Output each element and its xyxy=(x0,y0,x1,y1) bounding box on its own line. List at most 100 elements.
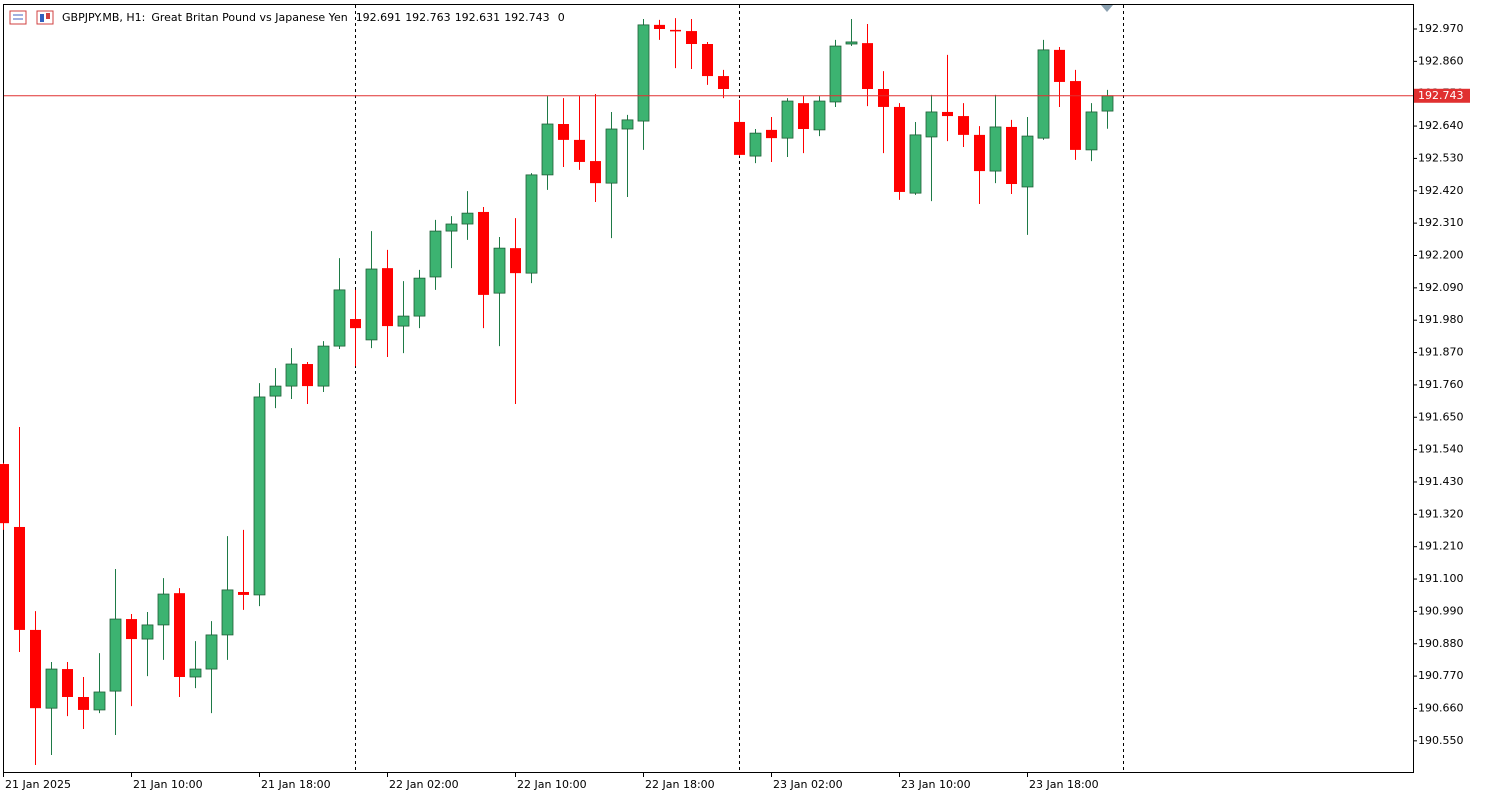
candle-body xyxy=(798,103,809,130)
plot-border xyxy=(3,4,1414,773)
candle-body xyxy=(221,589,234,636)
candle-body xyxy=(1101,95,1114,112)
shift-marker[interactable] xyxy=(1101,5,1113,12)
open-value: 192.691 xyxy=(356,11,402,24)
candle-body xyxy=(413,277,426,317)
candle-body xyxy=(45,668,58,709)
candle-body xyxy=(590,161,601,184)
candle-body xyxy=(429,230,442,278)
candle-body xyxy=(253,396,266,596)
spread: 0 xyxy=(558,11,565,24)
candle-body xyxy=(461,212,474,225)
candle-body xyxy=(302,364,313,387)
candle-body xyxy=(333,289,346,347)
y-tick-label: 191.210 xyxy=(1418,540,1464,553)
y-tick-label: 192.640 xyxy=(1418,119,1464,132)
candle-body xyxy=(637,24,650,122)
y-tick-label: 192.310 xyxy=(1418,216,1464,229)
y-tick-label: 191.540 xyxy=(1418,443,1464,456)
candle-body xyxy=(605,128,618,184)
icon[interactable] xyxy=(36,10,54,25)
candle-body xyxy=(62,669,73,697)
candle-body xyxy=(493,247,506,294)
candle-body xyxy=(14,526,25,630)
y-tick-label: 190.770 xyxy=(1418,669,1464,682)
x-tick-label: 22 Jan 18:00 xyxy=(645,778,715,791)
candle-body xyxy=(382,268,393,327)
candle-body xyxy=(238,591,249,595)
candle-body xyxy=(157,593,170,626)
y-tick-label: 192.970 xyxy=(1418,22,1464,35)
y-tick-label: 192.530 xyxy=(1418,151,1464,164)
y-tick-label: 192.860 xyxy=(1418,54,1464,67)
candle-body xyxy=(878,89,889,107)
candle-body xyxy=(510,248,521,274)
high-value: 192.763 xyxy=(405,11,451,24)
icon-bar xyxy=(46,13,50,19)
y-tick-label: 191.320 xyxy=(1418,507,1464,520)
candle-body xyxy=(654,24,665,30)
candle-body xyxy=(974,134,985,172)
icon[interactable] xyxy=(9,10,27,25)
candle-body xyxy=(686,31,697,45)
y-tick-label: 190.880 xyxy=(1418,637,1464,650)
price-tag-label: 192.743 xyxy=(1418,89,1464,102)
candle-body xyxy=(909,134,922,194)
price-tag xyxy=(1414,88,1470,103)
candle-body xyxy=(445,223,458,232)
candle-body xyxy=(734,121,745,155)
candle-body xyxy=(78,696,89,710)
candle-body xyxy=(174,593,185,677)
candle-body xyxy=(93,691,106,711)
candle-body xyxy=(942,111,953,117)
y-tick-label: 190.550 xyxy=(1418,734,1464,747)
description: Great Britan Pound vs Japanese Yen xyxy=(151,11,347,24)
candle-body xyxy=(702,44,713,77)
candle-body xyxy=(1085,111,1098,151)
y-tick-label: 192.090 xyxy=(1418,281,1464,294)
y-tick-label: 191.760 xyxy=(1418,378,1464,391)
candle-body xyxy=(925,111,938,138)
candle-body xyxy=(1054,49,1065,82)
y-tick-label: 191.870 xyxy=(1418,346,1464,359)
candle-body xyxy=(141,624,154,640)
candle-body xyxy=(1037,49,1050,139)
x-tick-label: 21 Jan 18:00 xyxy=(261,778,331,791)
y-tick-label: 191.650 xyxy=(1418,410,1464,423)
y-tick-label: 192.420 xyxy=(1418,184,1464,197)
candle-body xyxy=(749,132,762,157)
candle-body xyxy=(478,211,489,295)
candle-body xyxy=(350,319,361,329)
low-value: 192.631 xyxy=(455,11,501,24)
candle-body xyxy=(989,126,1002,172)
y-tick-label: 190.990 xyxy=(1418,604,1464,617)
candle-body xyxy=(766,129,777,139)
candle-body xyxy=(205,634,218,670)
candle-body xyxy=(1021,135,1034,188)
candle-body xyxy=(30,629,41,709)
candle-body xyxy=(189,668,202,678)
symbol: GBPJPY.MB, H1: xyxy=(62,11,145,24)
x-tick-label: 21 Jan 2025 xyxy=(5,778,71,791)
x-tick-label: 23 Jan 18:00 xyxy=(1029,778,1099,791)
y-tick-label: 190.660 xyxy=(1418,701,1464,714)
candle-body xyxy=(958,116,969,135)
candle-body xyxy=(317,345,330,387)
candle-body xyxy=(558,124,569,140)
x-tick-label: 22 Jan 10:00 xyxy=(517,778,587,791)
x-tick-label: 21 Jan 10:00 xyxy=(133,778,203,791)
close-value: 192.743 xyxy=(504,11,550,24)
candle-body xyxy=(541,123,554,176)
candle-body xyxy=(285,363,298,387)
candle-body xyxy=(845,41,858,45)
y-tick-label: 192.200 xyxy=(1418,248,1464,261)
candle-body xyxy=(621,119,634,130)
candle-body xyxy=(1070,81,1081,150)
candle-body xyxy=(829,45,842,103)
candle-body xyxy=(670,29,681,32)
candle-body xyxy=(813,100,826,131)
candle-body xyxy=(397,315,410,327)
candle-body xyxy=(862,43,873,90)
